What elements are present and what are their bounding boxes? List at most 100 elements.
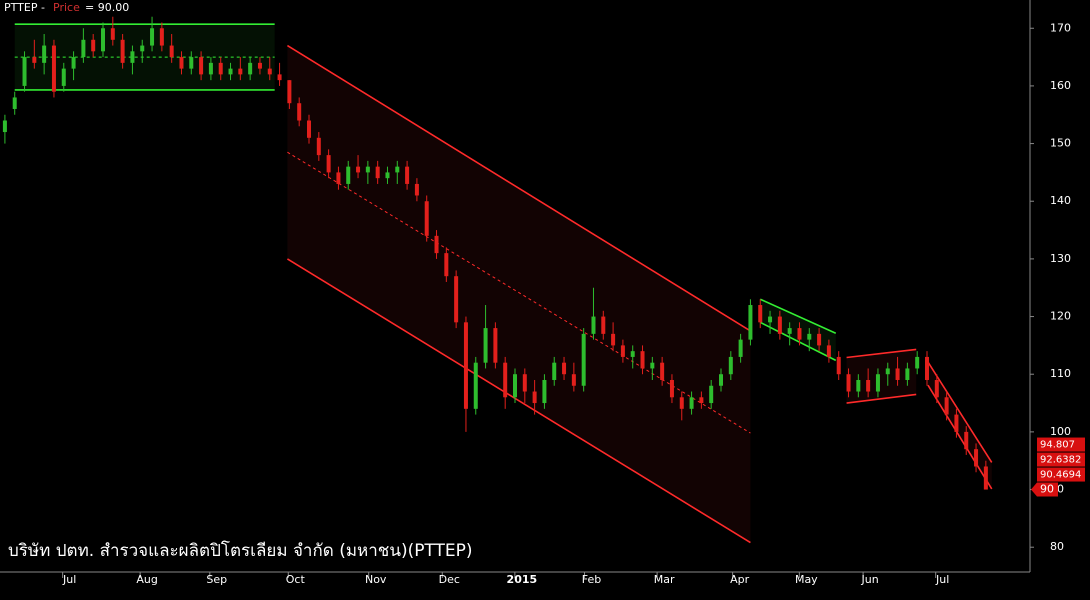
candle-body [689,397,694,409]
candle-body [562,362,567,375]
candle-body [738,339,743,357]
channel-lower [759,321,837,362]
candle-body [611,333,616,346]
x-tick-label: Nov [365,573,387,586]
candle-body [768,316,773,323]
candle-body [552,362,557,380]
candle-body [179,57,184,69]
candle-body [807,333,812,340]
channel-upper [927,361,993,463]
x-tick-label: 2015 [507,573,538,586]
candle-body [444,253,449,277]
candle-body [513,374,517,398]
channel-upper [759,298,837,335]
price-marker-box [1037,467,1085,482]
candle-body [728,356,733,375]
candle-body [758,305,763,323]
candle-body [719,374,723,386]
candle-body [130,51,135,63]
candle-body [601,316,606,334]
candle-body [287,80,292,104]
x-tick-label: Oct [286,573,306,586]
candle-body [679,397,684,409]
y-tick-label: 110 [1050,367,1071,380]
candle-body [777,316,782,334]
candle-body [101,28,105,52]
candle-body [140,45,145,52]
candle-body [316,137,321,156]
price-marker: 92.6382 [1040,455,1081,466]
candle-body [836,356,841,375]
candle-body [346,166,351,184]
candle-body [934,379,939,398]
y-tick-label: 80 [1050,540,1064,553]
candle-body [307,120,311,138]
candle-body [395,166,400,173]
candle-body [974,449,979,467]
title-symbol: PTTEP - [4,1,45,14]
candle-body [866,379,871,392]
title-value: = 90.00 [85,1,129,14]
candle-body [365,166,370,173]
candle-body [228,68,233,75]
candle-body [248,62,253,75]
candle-body [630,351,635,357]
candle-body [483,328,488,363]
candle-body [463,322,468,409]
candle-body [81,39,86,58]
candle-body [110,28,115,40]
channel-shade [287,45,751,543]
x-tick-label: Apr [730,573,750,586]
candle-body [846,374,851,392]
candle-body [581,333,586,386]
x-tick-label: Jul [935,573,949,586]
candle-body [748,305,753,340]
candle-body [12,97,17,109]
channel-upper [846,348,917,359]
candle-body [787,328,792,334]
candle-body [454,276,459,323]
company-name: บริษัท ปตท. สำรวจและผลิตปิโตรเลียม จำกัด… [8,540,473,561]
candle-body [71,57,76,69]
x-tick-label: Sep [206,573,227,586]
candle-body [503,362,508,398]
y-tick-label: 100 [1050,425,1071,438]
price-marker: 94.807 [1040,440,1075,451]
candle-body [277,74,282,81]
candle-body [954,414,959,432]
candle-body [915,356,920,369]
x-tick-label: Jun [861,573,879,586]
candle-body [405,166,410,184]
y-tick-label: 170 [1050,21,1071,34]
candle-body [208,62,213,75]
candle-body [22,57,27,86]
candle-body [434,235,439,254]
candle-body [660,362,665,380]
candle-body [522,374,527,392]
candle-body [875,374,880,392]
candle-body [826,345,831,357]
candle-body [885,368,890,375]
candle-body [620,345,625,357]
candle-body [699,397,704,404]
price-marker: 90.4694 [1040,470,1081,481]
y-tick-label: 140 [1050,194,1071,207]
candle-body [120,39,125,63]
candle-body [189,57,194,69]
y-tick-label: 120 [1050,310,1071,323]
candle-body [199,57,204,75]
candle-body [895,368,900,380]
last-price-box [1031,482,1058,497]
candle-body [61,68,66,86]
channel-lower [287,258,751,544]
y-tick-label: 130 [1050,252,1071,265]
candle-body [159,28,164,46]
y-tick-label: 160 [1050,79,1071,92]
candle-body [51,45,56,92]
candle-body [797,328,802,340]
candle-body [414,183,419,196]
price-marker-box [1037,452,1085,467]
candle-body [925,356,929,380]
x-tick-label: Feb [582,573,601,586]
